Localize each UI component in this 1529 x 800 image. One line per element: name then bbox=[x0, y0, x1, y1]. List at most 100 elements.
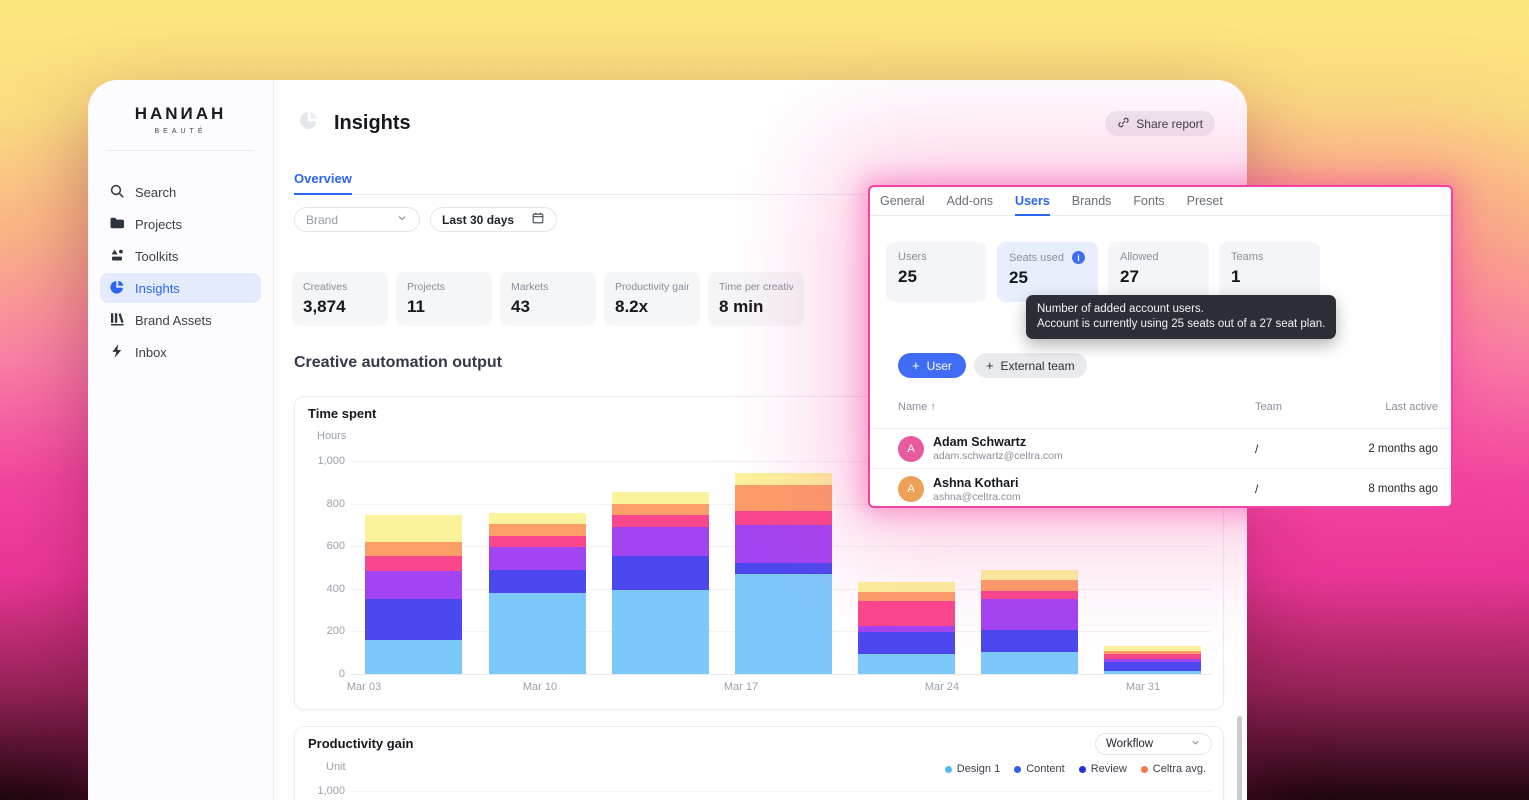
filter-row: Brand Last 30 days bbox=[294, 207, 557, 232]
tab-brands[interactable]: Brands bbox=[1071, 194, 1112, 208]
plus-icon: + bbox=[912, 358, 920, 373]
stat-value: 3,874 bbox=[303, 297, 346, 316]
column-header-team[interactable]: Team bbox=[1255, 401, 1282, 413]
tab-overview[interactable]: Overview bbox=[294, 171, 352, 195]
stat-card-markets: Markets 43 bbox=[500, 272, 596, 326]
y-axis-unit: Hours bbox=[317, 430, 347, 442]
user-team: / bbox=[1255, 482, 1259, 496]
user-email: adam.schwartz@celtra.com bbox=[933, 450, 1063, 462]
stat-card-allowed: Allowed 27 bbox=[1108, 242, 1209, 302]
add-user-button[interactable]: + User bbox=[898, 353, 966, 378]
legend-item-celtra-avg: Celtra avg. bbox=[1140, 763, 1206, 775]
stat-value: 25 bbox=[898, 267, 917, 286]
gridline bbox=[351, 461, 1211, 462]
bar-segment-pink bbox=[981, 590, 1078, 600]
sidebar-item-brand-assets[interactable]: Brand Assets bbox=[100, 305, 261, 335]
user-meta: Adam Schwartz adam.schwartz@celtra.com bbox=[933, 435, 1063, 462]
bar-segment-purple bbox=[858, 626, 955, 633]
table-row[interactable]: A Ashna Kothari ashna@celtra.com / 8 mon… bbox=[870, 469, 1451, 509]
legend-label: Celtra avg. bbox=[1152, 763, 1206, 775]
bar-segment-purple bbox=[612, 527, 709, 556]
stat-label: Allowed bbox=[1120, 251, 1159, 263]
brand-select[interactable]: Brand bbox=[294, 207, 420, 232]
bar-segment-yellow bbox=[489, 513, 586, 524]
column-header-last-active[interactable]: Last active bbox=[1385, 401, 1438, 413]
tab-users[interactable]: Users bbox=[1015, 187, 1050, 216]
stat-card-users: Users 25 bbox=[886, 242, 987, 302]
sidebar-item-toolkits[interactable]: Toolkits bbox=[100, 241, 261, 271]
bar-segment-yellow bbox=[981, 569, 1078, 581]
gridline bbox=[351, 791, 1211, 792]
bar-segment-yellow bbox=[858, 582, 955, 592]
stat-card-projects: Projects 11 bbox=[396, 272, 492, 326]
vertical-scrollbar[interactable] bbox=[1237, 716, 1242, 800]
pie-chart-icon bbox=[298, 110, 319, 136]
time-spent-plot: 0 200 400 600 800 1,000 Mar 03 Mar 10 Mar 17 Mar … bbox=[295, 397, 1223, 709]
sidebar-item-label: Search bbox=[135, 184, 177, 200]
x-tick-label: Mar 31 bbox=[1125, 681, 1161, 693]
bar-segment-indigo bbox=[735, 563, 832, 574]
bar-segment-purple bbox=[365, 570, 462, 600]
stat-value: 8.2x bbox=[615, 297, 649, 316]
sidebar-item-label: Toolkits bbox=[135, 248, 179, 264]
users-table: Name ↑ Team Last active A Adam Schwartz … bbox=[870, 401, 1451, 509]
share-report-button[interactable]: Share report bbox=[1105, 111, 1215, 136]
sidebar-item-projects[interactable]: Projects bbox=[100, 209, 261, 239]
y-tick-label: 800 bbox=[326, 497, 345, 510]
stat-label: Seats used bbox=[1009, 251, 1065, 264]
bar-segment-orange bbox=[365, 541, 462, 556]
user-meta: Ashna Kothari ashna@celtra.com bbox=[933, 476, 1021, 503]
bar-segment-yellow bbox=[612, 491, 709, 504]
avatar: A bbox=[898, 435, 924, 462]
tab-fonts[interactable]: Fonts bbox=[1133, 194, 1165, 208]
x-tick-label: Mar 17 bbox=[723, 681, 759, 693]
add-external-team-button[interactable]: + External team bbox=[973, 353, 1087, 378]
bar-segment-light-blue bbox=[1104, 670, 1201, 674]
sidebar-item-label: Inbox bbox=[135, 344, 167, 360]
sidebar-item-label: Projects bbox=[135, 216, 182, 232]
legend-label: Content bbox=[1026, 763, 1065, 775]
sidebar-item-label: Brand Assets bbox=[135, 312, 212, 328]
bar-segment-orange bbox=[1104, 650, 1201, 654]
workflow-select[interactable]: Workflow bbox=[1095, 733, 1212, 755]
section-title: Creative automation output bbox=[294, 354, 503, 371]
bar-segment-indigo bbox=[612, 555, 709, 590]
y-tick-label: 600 bbox=[326, 540, 345, 553]
y-tick-label: 1,000 bbox=[317, 785, 345, 797]
tab-preset[interactable]: Preset bbox=[1186, 194, 1223, 208]
date-range-select[interactable]: Last 30 days bbox=[430, 207, 557, 232]
sidebar-item-insights[interactable]: Insights bbox=[100, 273, 261, 303]
legend-item-design-1: Design 1 bbox=[944, 763, 1000, 775]
user-actions: + User + External team bbox=[898, 353, 1087, 378]
bar-segment-pink bbox=[365, 555, 462, 571]
stat-card-teams: Teams 1 bbox=[1219, 242, 1320, 302]
stat-value: 27 bbox=[1120, 267, 1139, 286]
page-header: Insights bbox=[298, 110, 411, 136]
bar-segment-pink bbox=[489, 535, 586, 548]
tab-add-ons[interactable]: Add-ons bbox=[946, 194, 994, 208]
bar-segment-orange bbox=[489, 523, 586, 536]
stat-label: Users bbox=[898, 251, 927, 263]
sidebar-item-inbox[interactable]: Inbox bbox=[100, 337, 261, 367]
plus-icon: + bbox=[985, 358, 994, 373]
bar-segment-orange bbox=[612, 503, 709, 516]
legend-item-content: Content bbox=[1014, 763, 1065, 775]
sidebar-item-label: Insights bbox=[135, 280, 180, 296]
column-header-name[interactable]: Name ↑ bbox=[898, 401, 936, 413]
chart-legend: Design 1 Content Review Celtra avg. bbox=[944, 763, 1206, 775]
bar-segment-pink bbox=[1104, 653, 1201, 660]
bar-segment-light-blue bbox=[981, 651, 1078, 674]
stat-value: 25 bbox=[1009, 268, 1028, 287]
stat-label: Projects bbox=[407, 281, 445, 293]
tab-general[interactable]: General bbox=[880, 194, 925, 208]
users-stats-row: Users 25 Seats used i 25 Allowed 27 Team… bbox=[870, 216, 1451, 302]
table-row[interactable]: A Adam Schwartz adam.schwartz@celtra.com… bbox=[870, 429, 1451, 469]
bar-segment-yellow bbox=[735, 472, 832, 486]
x-tick-label: Mar 24 bbox=[924, 681, 960, 693]
sidebar-item-search[interactable]: Search bbox=[100, 177, 261, 207]
bar-segment-pink bbox=[612, 515, 709, 528]
info-icon[interactable]: i bbox=[1072, 251, 1086, 264]
user-last-active: 2 months ago bbox=[1368, 442, 1438, 455]
search-icon bbox=[109, 183, 125, 202]
page-title: Insights bbox=[334, 111, 411, 134]
